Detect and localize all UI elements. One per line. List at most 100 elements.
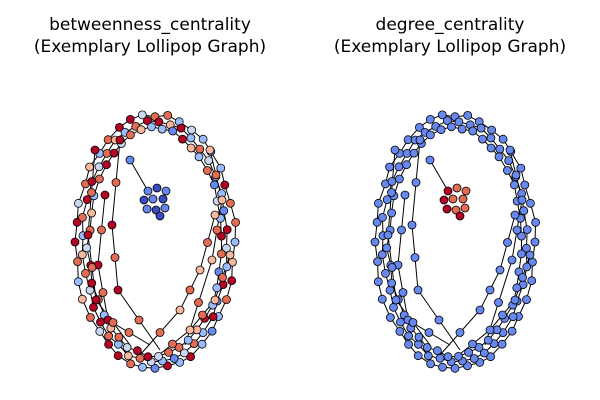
graph-node: [100, 190, 110, 200]
graph-node: [104, 339, 113, 349]
graph-node: [114, 339, 123, 349]
graph-node: [134, 315, 144, 325]
graph-node: [82, 243, 92, 253]
graph-node: [404, 339, 413, 349]
graph-node: [436, 125, 446, 135]
graph-node: [377, 250, 387, 260]
graph-node: [507, 255, 517, 265]
graph-node: [527, 276, 537, 286]
clique-node: [443, 186, 453, 196]
stem-edge: [129, 159, 149, 192]
graph-node: [85, 285, 95, 295]
graph-node: [175, 305, 185, 315]
graph-node: [102, 160, 111, 170]
graph-node: [479, 348, 489, 358]
graph-node: [521, 243, 531, 253]
graph-node: [207, 255, 217, 265]
graph-node: [442, 116, 452, 126]
clique-node: [461, 186, 471, 196]
graph-node: [381, 268, 390, 278]
graph-node: [486, 143, 496, 153]
graph-node: [198, 134, 208, 144]
graph-node: [178, 134, 187, 144]
graph-node: [437, 110, 447, 120]
graph-node: [425, 115, 435, 124]
graph-node: [387, 278, 397, 288]
graph-node: [454, 351, 463, 361]
graph-node: [222, 225, 232, 235]
graph-node: [142, 116, 152, 126]
graph-node: [72, 217, 82, 227]
panel-title-line1: degree_centrality: [375, 15, 525, 35]
graph-node: [391, 295, 401, 305]
graph-node: [154, 117, 164, 127]
graph-node: [394, 162, 404, 172]
graph-node: [483, 335, 493, 345]
graph-node: [132, 346, 142, 356]
panel-title-line2: (Exemplary Lollipop Graph): [333, 37, 567, 57]
graph-node: [179, 348, 189, 358]
graph-node: [186, 133, 196, 143]
graph-node: [124, 328, 134, 337]
graph-node: [469, 354, 479, 363]
graph-node: [227, 276, 237, 286]
graph-node: [210, 295, 220, 305]
graph-node: [183, 335, 193, 345]
graph-node: [211, 170, 221, 180]
graph-node: [374, 198, 383, 208]
clique-node: [148, 194, 158, 204]
graph-node: [108, 318, 118, 327]
clique-node: [451, 205, 461, 215]
graph-node: [512, 283, 522, 293]
graph-node: [387, 208, 396, 218]
clique-node: [448, 194, 458, 204]
graph-node: [104, 331, 113, 341]
graph-node: [468, 339, 477, 349]
graph-node: [110, 253, 120, 262]
graph-node: [457, 124, 467, 134]
graph-node: [221, 243, 231, 253]
graph-node: [109, 148, 119, 158]
graph-node: [143, 352, 153, 362]
graph-node: [413, 285, 423, 295]
graph-node: [231, 217, 241, 227]
graph-node: [73, 257, 82, 267]
graph-node: [495, 265, 505, 275]
graph-node: [409, 148, 419, 158]
graph-node: [135, 353, 145, 363]
graph-node: [85, 162, 94, 172]
graph-node: [425, 130, 435, 140]
graph-node: [87, 263, 97, 272]
graph-node: [168, 126, 178, 136]
graph-node: [138, 362, 147, 372]
graph-node: [90, 145, 100, 155]
graph-node: [423, 351, 433, 361]
graph-node: [83, 230, 93, 240]
graph-node: [212, 283, 222, 293]
graph-node: [410, 253, 420, 262]
graph-node: [414, 332, 424, 342]
graph-node: [519, 206, 529, 216]
graph-node: [505, 145, 515, 155]
graph-node: [220, 180, 230, 190]
graph-node: [508, 312, 518, 322]
graph-node: [97, 225, 106, 235]
graph-node: [517, 231, 526, 241]
graph-node: [422, 343, 432, 352]
graph-node: [95, 174, 104, 184]
graph-node: [408, 318, 418, 327]
graph-node: [415, 135, 425, 145]
graph-node: [530, 237, 540, 247]
graph-node: [373, 257, 382, 267]
graph-node: [434, 315, 444, 325]
graph-node: [485, 285, 495, 295]
graph-node: [398, 288, 408, 297]
clique-node: [442, 204, 452, 214]
graph-node: [169, 354, 179, 363]
graph-node: [476, 123, 486, 133]
graph-node: [438, 362, 447, 372]
graph-node: [176, 123, 186, 133]
graph-node: [208, 312, 218, 322]
graph-node: [404, 331, 413, 341]
graph-node: [154, 351, 163, 361]
